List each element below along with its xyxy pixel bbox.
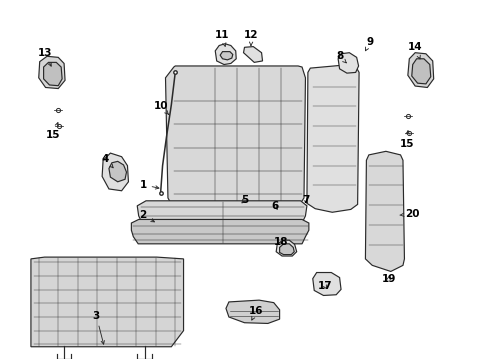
Text: 12: 12 — [244, 30, 258, 46]
Text: 3: 3 — [92, 311, 104, 344]
Polygon shape — [306, 65, 358, 212]
Text: 7: 7 — [301, 195, 308, 205]
Polygon shape — [365, 151, 404, 271]
Polygon shape — [31, 257, 183, 347]
Text: 5: 5 — [241, 195, 247, 205]
Polygon shape — [131, 220, 308, 244]
Text: 2: 2 — [139, 210, 154, 222]
Polygon shape — [243, 46, 262, 62]
Polygon shape — [225, 300, 279, 323]
Polygon shape — [337, 53, 358, 73]
Polygon shape — [279, 244, 294, 255]
Text: 18: 18 — [273, 237, 288, 247]
Polygon shape — [43, 62, 62, 86]
Text: 11: 11 — [214, 30, 229, 46]
Polygon shape — [215, 44, 236, 64]
Text: 1: 1 — [139, 180, 159, 190]
Text: 17: 17 — [317, 281, 331, 291]
Text: 10: 10 — [153, 102, 168, 114]
Text: 8: 8 — [335, 51, 346, 63]
Text: 4: 4 — [102, 154, 113, 168]
Polygon shape — [165, 66, 305, 207]
Polygon shape — [220, 51, 232, 60]
Text: 9: 9 — [365, 37, 373, 51]
Text: 6: 6 — [270, 201, 278, 211]
Text: 20: 20 — [399, 209, 419, 219]
Polygon shape — [39, 56, 65, 89]
Text: 16: 16 — [248, 306, 263, 320]
Polygon shape — [276, 240, 296, 256]
Polygon shape — [312, 273, 340, 296]
Polygon shape — [411, 59, 430, 84]
Text: 14: 14 — [407, 42, 422, 59]
Text: 15: 15 — [46, 123, 61, 140]
Text: 13: 13 — [37, 48, 52, 66]
Polygon shape — [102, 153, 128, 191]
Text: 15: 15 — [399, 131, 413, 149]
Polygon shape — [109, 161, 126, 182]
Polygon shape — [407, 53, 433, 87]
Polygon shape — [137, 201, 306, 232]
Text: 19: 19 — [381, 274, 395, 284]
